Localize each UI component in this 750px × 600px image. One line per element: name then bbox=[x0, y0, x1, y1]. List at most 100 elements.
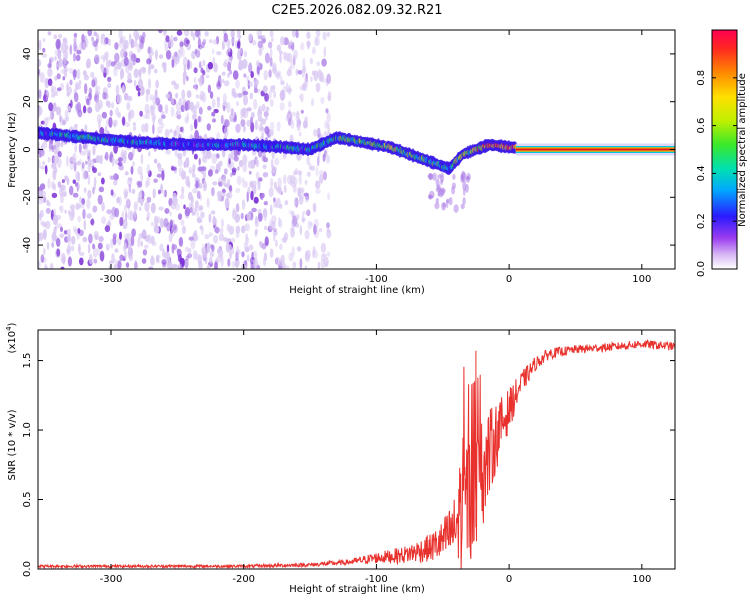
colorbar-label: Normalized spectral amplitude bbox=[737, 73, 748, 227]
noise-blob bbox=[120, 151, 125, 159]
noise-blob bbox=[119, 254, 124, 261]
noise-blob bbox=[273, 181, 277, 190]
noise-blob bbox=[194, 30, 200, 38]
noise-blob bbox=[74, 143, 77, 153]
noise-blob bbox=[69, 185, 74, 196]
noise-blob bbox=[248, 81, 254, 88]
snr-y-tick-label: 1.0 bbox=[22, 422, 33, 438]
noise-blob bbox=[186, 112, 189, 123]
spectrogram-y-tick-label: 20 bbox=[22, 95, 33, 108]
noise-blob bbox=[164, 104, 169, 115]
noise-blob bbox=[212, 57, 216, 65]
noise-blob bbox=[54, 225, 58, 231]
noise-blob bbox=[246, 107, 252, 112]
noise-blob bbox=[56, 248, 61, 257]
noise-blob bbox=[435, 197, 439, 204]
noise-blob bbox=[73, 37, 77, 43]
noise-blob bbox=[96, 113, 103, 124]
noise-blob bbox=[172, 196, 178, 206]
noise-blob bbox=[86, 98, 90, 106]
noise-blob bbox=[109, 109, 113, 117]
noise-blob bbox=[184, 101, 189, 112]
noise-blob bbox=[172, 263, 178, 269]
noise-blob bbox=[92, 145, 96, 156]
noise-blob bbox=[268, 89, 273, 99]
noise-blob bbox=[288, 101, 292, 108]
noise-blob bbox=[189, 123, 194, 132]
noise-blob bbox=[118, 196, 122, 206]
noise-blob bbox=[59, 186, 64, 197]
noise-blob bbox=[42, 140, 48, 149]
noise-blob bbox=[304, 265, 307, 269]
noise-blob bbox=[263, 201, 268, 206]
noise-blob bbox=[264, 52, 270, 64]
noise-blob bbox=[291, 182, 297, 188]
noise-blob bbox=[119, 216, 124, 227]
noise-blob bbox=[57, 52, 61, 60]
noise-blob bbox=[280, 254, 286, 264]
noise-blob bbox=[221, 188, 226, 193]
noise-blob bbox=[79, 257, 84, 266]
noise-blob bbox=[181, 225, 186, 234]
noise-blob bbox=[262, 208, 268, 218]
noise-blob bbox=[128, 177, 133, 182]
noise-blob bbox=[134, 260, 138, 269]
noise-blob bbox=[323, 46, 327, 58]
noise-blob bbox=[221, 71, 226, 76]
spectrogram-x-tick-label: -200 bbox=[232, 274, 255, 285]
noise-blob bbox=[246, 119, 251, 127]
noise-blob bbox=[176, 248, 180, 254]
noise-blob bbox=[38, 199, 43, 205]
noise-blob bbox=[248, 33, 253, 42]
noise-blob bbox=[269, 30, 274, 38]
noise-blob bbox=[191, 211, 196, 216]
noise-blob bbox=[52, 208, 57, 217]
noise-blob bbox=[82, 236, 88, 243]
noise-blob bbox=[306, 31, 311, 40]
snr-panel: -300 -200 -100 0 100 0.0 0.5 1.0 1.5 Height of … bbox=[5, 322, 676, 595]
noise-blob bbox=[107, 82, 112, 89]
noise-blob bbox=[58, 33, 63, 39]
noise-blob bbox=[123, 242, 127, 250]
noise-blob bbox=[73, 161, 77, 172]
noise-blob bbox=[117, 112, 121, 118]
noise-blob bbox=[302, 57, 306, 68]
noise-blob bbox=[145, 88, 151, 96]
noise-blob bbox=[77, 227, 81, 234]
noise-blob bbox=[133, 209, 137, 218]
noise-blob bbox=[121, 85, 125, 94]
noise-blob bbox=[61, 179, 65, 184]
noise-blob bbox=[292, 261, 297, 269]
noise-blob bbox=[156, 254, 161, 259]
noise-blob bbox=[97, 194, 103, 205]
colorbar-gradient bbox=[712, 30, 737, 269]
noise-blob bbox=[85, 145, 89, 153]
noise-blob bbox=[140, 66, 147, 73]
noise-blob bbox=[186, 75, 189, 82]
noise-blob bbox=[263, 252, 268, 262]
noise-blob bbox=[92, 205, 98, 213]
noise-blob bbox=[76, 160, 82, 166]
steady-line-core bbox=[515, 148, 675, 151]
noise-blob bbox=[155, 79, 159, 89]
noise-blob bbox=[327, 91, 332, 102]
noise-blob bbox=[113, 259, 119, 265]
noise-blob bbox=[320, 242, 326, 253]
noise-blob bbox=[132, 125, 137, 131]
noise-blob bbox=[128, 109, 135, 119]
noise-blob bbox=[288, 252, 294, 262]
noise-blob bbox=[263, 110, 269, 118]
snr-y-tick-label: 0.5 bbox=[22, 492, 33, 508]
noise-blob bbox=[114, 207, 120, 218]
noise-blob bbox=[283, 37, 289, 46]
noise-blob bbox=[242, 180, 248, 188]
noise-blob bbox=[176, 114, 182, 120]
noise-blob bbox=[87, 157, 92, 167]
noise-blob bbox=[262, 164, 267, 169]
noise-blob bbox=[75, 54, 81, 62]
noise-blob bbox=[233, 92, 238, 99]
noise-blob bbox=[196, 190, 201, 200]
noise-blob bbox=[147, 46, 151, 55]
noise-blob bbox=[74, 81, 79, 91]
